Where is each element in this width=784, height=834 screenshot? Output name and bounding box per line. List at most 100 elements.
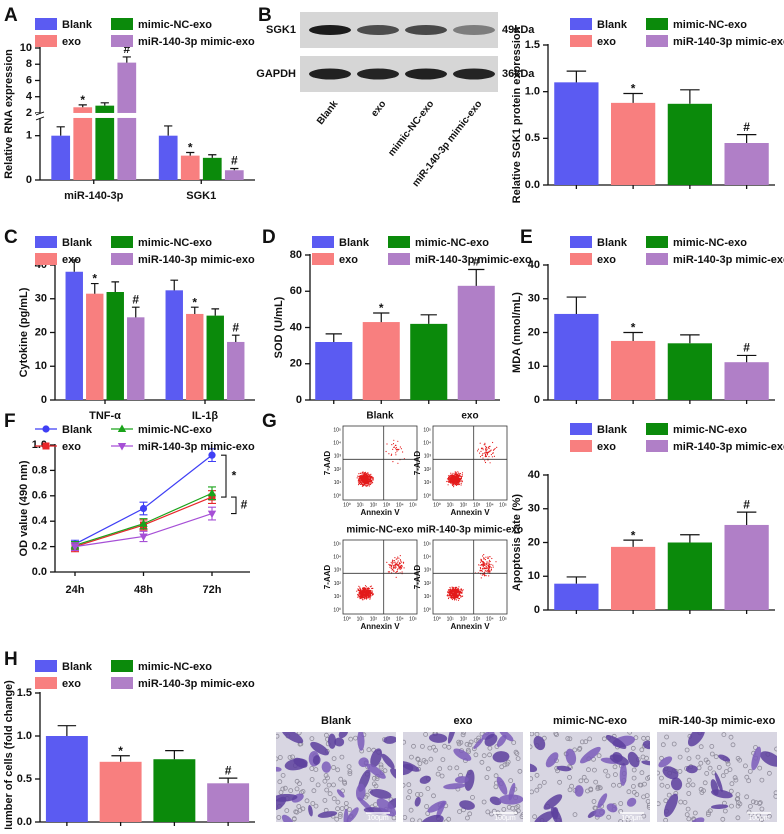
bar: [86, 293, 104, 400]
flow-events: [446, 441, 498, 488]
y-tick-label: 0.8: [32, 464, 47, 476]
y-axis-label: OD value (490 nm): [18, 460, 30, 556]
micrograph-cell: [499, 732, 514, 742]
micrograph-title: mimic-NC-exo: [553, 715, 627, 727]
legend-marker: [42, 442, 50, 450]
annotation: #: [241, 497, 248, 511]
legend-swatch: [111, 660, 133, 672]
micrograph-cell: [284, 758, 308, 771]
micrograph-cell: [436, 801, 446, 819]
y-tick-label: 0.0: [32, 566, 47, 578]
flow-tick-label: 10⁴: [396, 616, 404, 622]
flow-tick-label: 10⁵: [409, 616, 417, 622]
bar: [554, 313, 599, 400]
micrograph-cell: [685, 765, 698, 774]
flow-tick-label: 10⁵: [423, 427, 431, 433]
bar: [667, 343, 713, 400]
bar: [554, 82, 599, 185]
legend-swatch: [646, 440, 668, 452]
scale-bar-label: 100μm: [621, 815, 643, 822]
micrograph-title: Blank: [321, 715, 352, 727]
micrograph-cell: [369, 788, 392, 799]
flow-y-label: 7-AAD: [323, 451, 332, 476]
error-bar: [420, 314, 437, 324]
legend-swatch: [570, 35, 592, 47]
significance-label: *: [92, 272, 97, 286]
x-tick-label: 72h: [203, 584, 222, 596]
micrograph-cell: [403, 761, 420, 772]
error-bar: [70, 259, 79, 272]
flow-title: mimic-NC-exo: [346, 525, 413, 536]
legend-swatch: [111, 677, 133, 689]
legend-label: miR-140-3p mimic-exo: [673, 36, 784, 48]
error-bar: [373, 312, 390, 323]
x-tick-label: 48h: [134, 584, 153, 596]
micrograph-cell: [545, 752, 559, 768]
bar: [180, 155, 200, 180]
bar: [158, 135, 178, 180]
micrograph-cell: [390, 768, 396, 780]
flow-tick-label: 10⁰: [423, 493, 431, 499]
error-bar: [218, 777, 238, 784]
y-tick-label: 0.6: [32, 490, 47, 502]
micrograph-cell: [642, 740, 650, 750]
micrograph-cell: [308, 804, 313, 817]
micrograph-cell: [420, 814, 444, 822]
flow-frame: [342, 425, 418, 501]
legend-label: miR-140-3p mimic-exo: [138, 441, 255, 453]
y-tick-label: 10: [528, 570, 540, 582]
axis-break-mark: [35, 111, 45, 121]
y-tick-label: 1.0: [525, 86, 540, 98]
legend-label: mimic-NC-exo: [138, 424, 212, 436]
legend-label: Blank: [62, 661, 93, 673]
y-tick-label: 20: [528, 536, 540, 548]
bar: [610, 340, 656, 400]
micrograph-cell: [343, 808, 349, 822]
bar: [457, 285, 495, 400]
micrograph-cell: [496, 776, 508, 795]
legend-label: miR-140-3p mimic-exo: [138, 36, 255, 48]
legend-label: miR-140-3p mimic-exo: [673, 254, 784, 266]
micrograph-cell: [687, 732, 706, 747]
error-bar: [623, 331, 643, 341]
legend-swatch: [111, 236, 133, 248]
flow-tick-label: 10⁰: [433, 502, 441, 508]
bar: [207, 783, 250, 822]
flow-tick-label: 10¹: [334, 594, 342, 600]
blot-band: [309, 25, 351, 35]
flow-events: [356, 439, 405, 487]
scale-bar-label: 100μm: [748, 815, 770, 822]
y-tick-label: 20: [35, 326, 47, 338]
panel-letter: B: [258, 5, 272, 26]
legend-label: Blank: [62, 424, 93, 436]
flow-tick-label: 10¹: [424, 480, 432, 486]
micrograph-cell: [428, 733, 448, 743]
micrograph-cell: [338, 732, 349, 739]
error-bar: [231, 334, 240, 342]
micrograph-cell: [605, 734, 627, 750]
micrograph-cell: [663, 793, 679, 818]
y-axis-label: Cytokine (pg/mL): [18, 287, 30, 377]
bar: [362, 322, 400, 400]
legend-label: mimic-NC-exo: [138, 237, 212, 249]
blot-band: [405, 68, 447, 80]
micrograph-cell: [366, 763, 386, 779]
flow-tick-label: 10⁵: [333, 541, 341, 547]
micrograph-cell: [597, 793, 608, 809]
legend-swatch: [35, 677, 57, 689]
significance-label: *: [192, 295, 197, 309]
legend-swatch: [312, 236, 334, 248]
legend-swatch: [646, 18, 668, 30]
bar: [99, 761, 142, 822]
y-tick-label: 1.0: [17, 730, 32, 742]
y-tick-label: 60: [290, 285, 302, 297]
micrograph-cell: [355, 783, 366, 801]
flow-tick-label: 10¹: [447, 502, 455, 508]
legend-label: Blank: [62, 19, 93, 31]
flow-tick-label: 10³: [383, 502, 391, 508]
legend-swatch: [646, 253, 668, 265]
legend-label: exo: [62, 254, 81, 266]
y-tick-label: 1: [26, 130, 32, 142]
micrograph-cell: [492, 751, 510, 763]
